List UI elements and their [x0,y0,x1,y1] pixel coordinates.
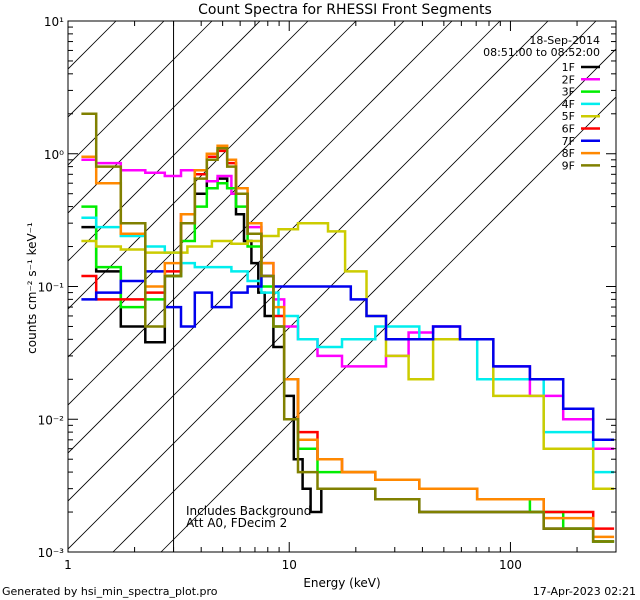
series-line-7F [81,270,615,442]
footer-generated-by: Generated by hsi_min_spectra_plot.pro [2,585,218,598]
axes-layer: 1 10 100 10⁻³ 10⁻² 10⁻¹ 10⁰ 10¹ [38,15,617,572]
hatch-line [68,21,213,166]
y-tick-label: 10⁰ [44,148,64,162]
legend-label-8F: 8F [562,147,575,160]
annotation-background: Includes Background [186,504,311,518]
hatch-line [68,21,357,310]
y-axis-label: counts cm⁻² s⁻¹ keV⁻¹ [25,222,39,354]
y-tick-label: 10⁻² [38,413,65,427]
series-line-2F [81,158,615,450]
series-line-5F [81,221,615,490]
legend-label-3F: 3F [562,86,575,99]
date-text: 18-Sep-2014 [529,34,600,47]
series-line-9F [81,112,615,543]
legend-label-9F: 9F [562,159,575,172]
legend-label-6F: 6F [562,123,575,136]
time-range-text: 08:51:00 to 08:52:00 [483,46,600,59]
hatch-line [68,21,501,454]
legend-label-4F: 4F [562,98,575,111]
y-tick-label: 10⁻³ [38,546,65,560]
hatch-line [68,21,261,214]
series-line-4F [81,216,615,474]
legend-label-1F: 1F [562,61,575,74]
hatch-line [112,48,616,552]
hatch-line [160,96,616,552]
legend-label-2F: 2F [562,73,575,86]
x-tick-label: 10 [282,558,297,572]
legend-label-5F: 5F [562,110,575,123]
y-tick-label: 10⁻¹ [38,281,65,295]
hatch-line [68,21,165,118]
x-tick-label: 1 [64,558,72,572]
y-tick-label: 10¹ [44,15,64,29]
annotation-attenuator: Att A0, FDecim 2 [186,516,287,530]
chart-title: Count Spectra for RHESSI Front Segments [198,2,492,18]
x-tick-label: 100 [499,558,522,572]
hatch-line [68,21,405,358]
hatch-line [68,21,453,406]
series-layer [81,112,615,543]
legend-label-7F: 7F [562,135,575,148]
footer-timestamp: 17-Apr-2023 02:21 [532,585,636,598]
hatch-line [68,21,309,262]
x-axis-label: Energy (keV) [303,576,380,590]
